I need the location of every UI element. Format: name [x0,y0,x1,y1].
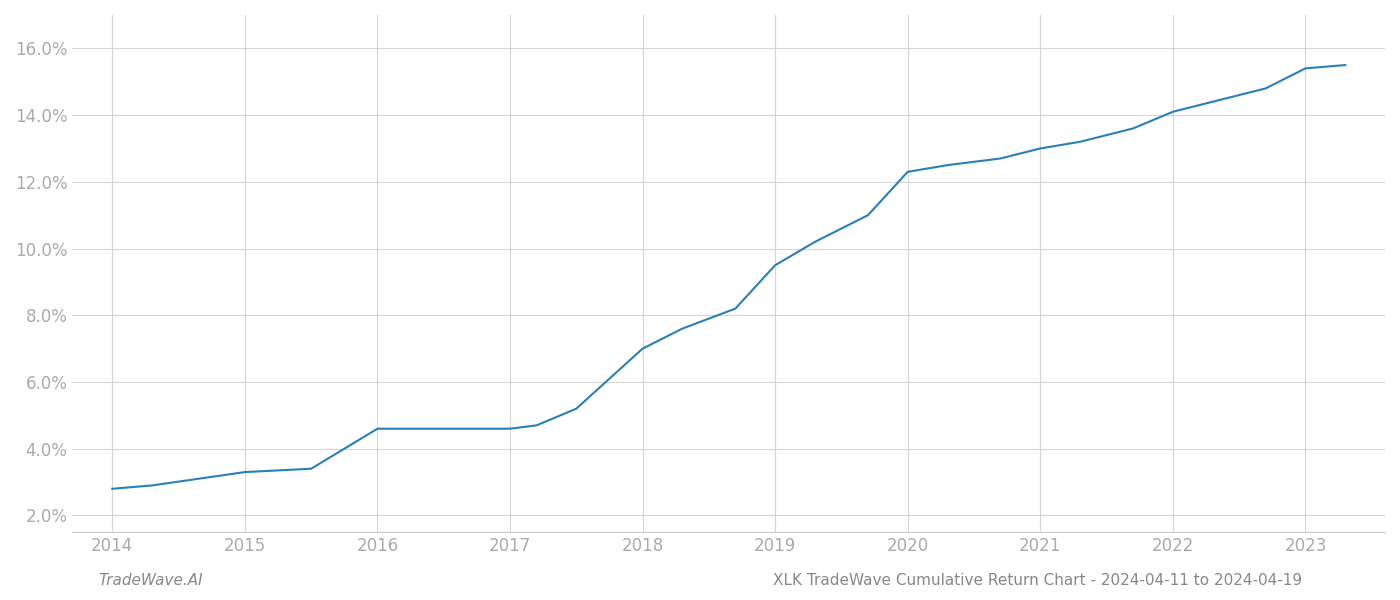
Text: XLK TradeWave Cumulative Return Chart - 2024-04-11 to 2024-04-19: XLK TradeWave Cumulative Return Chart - … [773,573,1302,588]
Text: TradeWave.AI: TradeWave.AI [98,573,203,588]
